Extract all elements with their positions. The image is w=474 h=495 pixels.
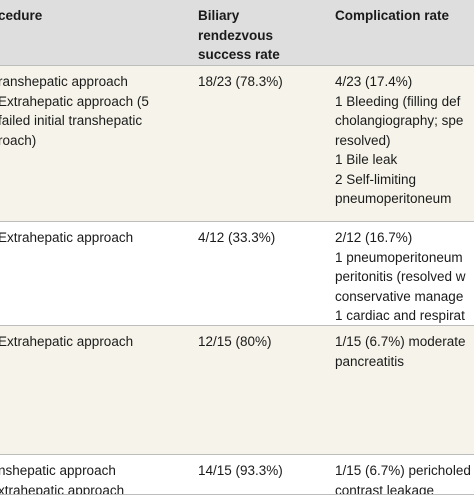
header-row: cedure Biliary rendezvous success rate Compl… (0, 0, 474, 66)
table-cell: 4/23 (17.4%) 1 Bleeding (filling def chola… (335, 66, 474, 221)
table-cell: 14/15 (93.3%) (198, 455, 322, 494)
cell-text: Biliary (198, 8, 240, 23)
cell-text: 12/15 (80%) (198, 334, 272, 349)
cell-text: pancreatitis (335, 353, 405, 369)
cell-text: 2 Self-limiting (335, 171, 417, 187)
cell-text: ranshepatic approach (0, 74, 128, 89)
header-cell: Complication rate (335, 0, 474, 65)
cell-text: xtrahepatic approach (0, 482, 125, 495)
table-row: Extrahepatic approach 4/12 (33.3%) 2/12 (1… (0, 222, 474, 326)
table-cell: 18/23 (78.3%) (198, 66, 322, 221)
table-cell: 1/15 (6.7%) moderate pancreatitis (335, 326, 474, 454)
cell-text: roach) (0, 132, 37, 148)
cell-text: pneumoperitoneum (335, 191, 452, 206)
cell-text: Extrahepatic approach (0, 334, 134, 349)
cell-text: 1 pneumoperitoneum (335, 249, 463, 265)
cell-text: nshepatic approach (0, 463, 116, 478)
cell-text: Extrahepatic approach (5 (0, 93, 149, 109)
cell-text: rendezvous (198, 27, 274, 43)
cell-text: 14/15 (93.3%) (198, 463, 283, 478)
table-cell: 12/15 (80%) (198, 326, 322, 454)
cell-text: 4/23 (17.4%) (335, 74, 413, 89)
table-cell: 1/15 (6.7%) pericholed contrast leakage (335, 455, 474, 494)
cell-text: cholangiography; spe (335, 113, 464, 128)
cell-text: contrast leakage (335, 482, 435, 495)
table-cell: Extrahepatic approach (0, 222, 188, 325)
cell-text: Extrahepatic approach (0, 230, 134, 245)
table-cell: Extrahepatic approach (0, 326, 188, 454)
cell-text: Complication rate (335, 8, 450, 23)
cell-text: resolved) (335, 132, 391, 148)
cell-text: 1 Bleeding (filling def (335, 93, 461, 109)
table-cell: 4/12 (33.3%) (198, 222, 322, 325)
table-row: nshepatic approach xtrahepatic approach 14… (0, 455, 474, 495)
cell-text: 1 cardiac and respirat (335, 308, 465, 323)
cell-text: 4/12 (33.3%) (198, 230, 276, 245)
cell-text: 1/15 (6.7%) moderate (335, 334, 466, 349)
header-cell: Biliary rendezvous success rate (198, 0, 322, 65)
cell-text: 18/23 (78.3%) (198, 74, 283, 89)
table-cell: nshepatic approach xtrahepatic approach (0, 455, 188, 494)
table-cell: ranshepatic approach Extrahepatic approac… (0, 66, 188, 221)
cell-text: conservative manage (335, 288, 464, 304)
table-row: Extrahepatic approach 12/15 (80%) 1/15 (6.… (0, 326, 474, 455)
cell-text: 1/15 (6.7%) pericholed (335, 463, 471, 478)
cell-text: peritonitis (resolved w (335, 269, 466, 284)
table-cell: 2/12 (16.7%) 1 pneumoperitoneum peritoniti… (335, 222, 474, 325)
table-row: ranshepatic approach Extrahepatic approac… (0, 66, 474, 222)
cell-text: cedure (0, 8, 43, 23)
cell-text: success rate (198, 47, 280, 62)
cell-text: 2/12 (16.7%) (335, 230, 413, 245)
cell-text: failed initial transhepatic (0, 113, 143, 128)
header-cell: cedure (0, 0, 188, 65)
cell-text: 1 Bile leak (335, 152, 398, 167)
